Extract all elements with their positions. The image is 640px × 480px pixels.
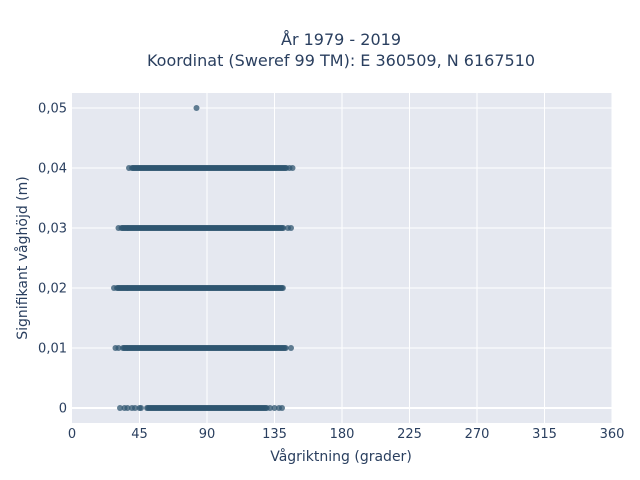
- x-tick-labels: 0 45 90 135 180 225 270 315 360: [68, 427, 625, 442]
- data-point: [288, 345, 294, 351]
- x-tick-label: 225: [397, 427, 422, 442]
- scatter-points: [111, 105, 296, 411]
- x-axis-title: Vågriktning (grader): [270, 448, 412, 465]
- data-point: [124, 405, 131, 411]
- chart-title-line-1: År 1979 - 2019: [281, 30, 401, 49]
- x-tick-label: 180: [330, 427, 355, 442]
- y-tick-label: 0,03: [38, 222, 67, 237]
- y-tick-label: 0,02: [38, 282, 67, 297]
- y-tick-label: 0,01: [38, 342, 67, 357]
- data-point: [115, 225, 122, 231]
- data-point: [282, 345, 289, 351]
- y-tick-label: 0,04: [38, 162, 67, 177]
- data-point: [115, 345, 122, 351]
- data-point: [111, 285, 117, 291]
- y-tick-labels: 0 0,01 0,02 0,03 0,04 0,05: [38, 102, 67, 417]
- x-tick-label: 0: [68, 427, 76, 442]
- data-point: [138, 405, 144, 411]
- x-tick-label: 90: [199, 427, 216, 442]
- data-point: [271, 405, 278, 411]
- data-point: [117, 405, 123, 411]
- data-point: [289, 165, 296, 171]
- data-point: [280, 225, 287, 231]
- data-point: [126, 165, 132, 171]
- x-tick-label: 315: [532, 427, 557, 442]
- data-point: [279, 285, 286, 291]
- x-tick-label: 360: [600, 427, 625, 442]
- y-tick-label: 0,05: [38, 102, 67, 117]
- x-tick-label: 45: [131, 427, 148, 442]
- data-point: [279, 405, 285, 411]
- x-tick-label: 270: [465, 427, 490, 442]
- data-point: [288, 225, 294, 231]
- chart-title-line-2: Koordinat (Sweref 99 TM): E 360509, N 61…: [147, 51, 535, 70]
- data-point: [267, 405, 273, 411]
- x-tick-label: 135: [262, 427, 287, 442]
- data-point: [132, 405, 138, 411]
- y-tick-label: 0: [59, 402, 67, 417]
- data-point: [193, 105, 200, 111]
- y-axis-title: Signifikant våghöjd (m): [14, 176, 31, 339]
